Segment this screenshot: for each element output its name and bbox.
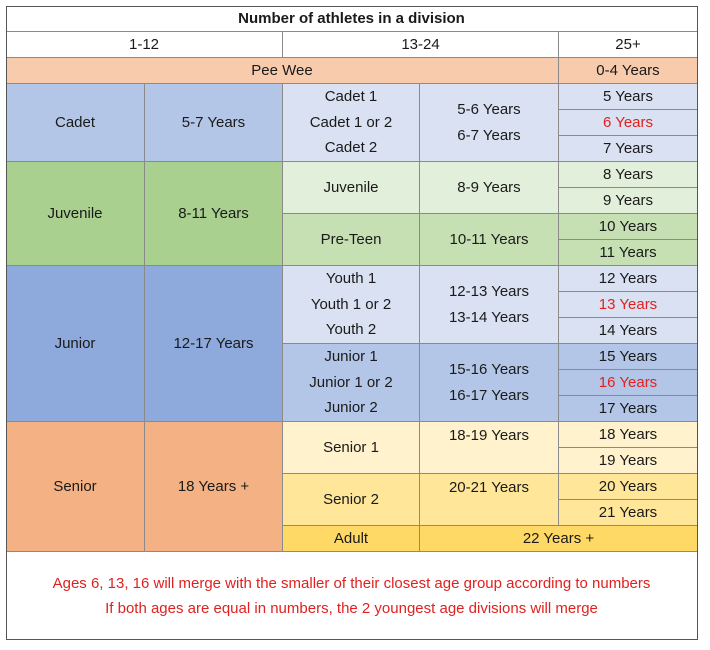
year-cell: 21 Years	[559, 500, 698, 526]
year-cell: 19 Years	[559, 448, 698, 474]
youth-sub-2: Youth 2	[325, 321, 377, 339]
year-cell: 20 Years	[559, 474, 698, 500]
junior-subdivisions: Junior 1 Junior 1 or 2 Junior 2	[283, 344, 420, 422]
senior-range: 18 Years +	[145, 422, 283, 552]
senior-1-sub-range: 18-19 Years	[420, 422, 559, 474]
year-cell: 12 Years	[559, 266, 698, 292]
adult-label: Adult	[283, 526, 420, 552]
year-cell: 9 Years	[559, 188, 698, 214]
table-title: Number of athletes in a division	[6, 6, 698, 32]
youth-sub-1-or-2: Youth 1 or 2	[310, 295, 392, 313]
year-cell: 11 Years	[559, 240, 698, 266]
junior-sub-2: Junior 2	[324, 399, 378, 417]
junior-sub-ranges: 15-16 Years 16-17 Years	[420, 344, 559, 422]
adult-range: 22 Years +	[420, 526, 698, 552]
youth-sub-ranges: 12-13 Years 13-14 Years	[420, 266, 559, 344]
junior-range: 12-17 Years	[145, 266, 283, 422]
note-line-2: If both ages are equal in numbers, the 2…	[105, 600, 598, 617]
junior-sub-1: Junior 1	[324, 348, 378, 366]
cadet-sub-ranges: 5-6 Years 6-7 Years	[420, 84, 559, 162]
year-cell: 5 Years	[559, 84, 698, 110]
junior-sub-1-or-2: Junior 1 or 2	[309, 373, 393, 391]
cadet-sub-range-2: 6-7 Years	[457, 126, 521, 144]
year-cell: 10 Years	[559, 214, 698, 240]
merge-rules-note: Ages 6, 13, 16 will merge with the small…	[6, 552, 698, 640]
year-cell: 15 Years	[559, 344, 698, 370]
year-cell: 14 Years	[559, 318, 698, 344]
year-cell: 17 Years	[559, 396, 698, 422]
preteen-sub-range: 10-11 Years	[420, 214, 559, 266]
cadet-sub-1-or-2: Cadet 1 or 2	[309, 113, 393, 131]
note-line-1: Ages 6, 13, 16 will merge with the small…	[52, 575, 651, 592]
senior-2-sub: Senior 2	[283, 474, 420, 526]
juvenile-sub-range: 8-9 Years	[420, 162, 559, 214]
junior-label: Junior	[6, 266, 145, 422]
junior-sub-range-1: 15-16 Years	[448, 361, 530, 378]
year-cell: 18 Years	[559, 422, 698, 448]
senior-1-sub: Senior 1	[283, 422, 420, 474]
peewee-ages: 0-4 Years	[559, 58, 698, 84]
youth-sub-1: Youth 1	[325, 270, 377, 288]
cadet-subdivisions: Cadet 1 Cadet 1 or 2 Cadet 2	[283, 84, 420, 162]
youth-sub-range-2: 13-14 Years	[448, 308, 530, 326]
year-cell-merge: 13 Years	[559, 292, 698, 318]
year-cell: 8 Years	[559, 162, 698, 188]
peewee-label: Pee Wee	[6, 58, 559, 84]
division-table: Number of athletes in a division 1-12 13…	[6, 6, 698, 640]
year-cell-merge: 6 Years	[559, 110, 698, 136]
preteen-sub: Pre-Teen	[283, 214, 420, 266]
youth-sub-range-1: 12-13 Years	[448, 283, 530, 300]
cadet-sub-2: Cadet 2	[324, 139, 378, 157]
year-cell-merge: 16 Years	[559, 370, 698, 396]
junior-sub-range-2: 16-17 Years	[448, 386, 530, 404]
header-13-24: 13-24	[283, 32, 559, 58]
cadet-range: 5-7 Years	[145, 84, 283, 162]
cadet-sub-1: Cadet 1	[324, 88, 378, 106]
senior-label: Senior	[6, 422, 145, 552]
juvenile-range: 8-11 Years	[145, 162, 283, 266]
header-25-plus: 25+	[559, 32, 698, 58]
juvenile-label: Juvenile	[6, 162, 145, 266]
year-cell: 7 Years	[559, 136, 698, 162]
cadet-sub-range-1: 5-6 Years	[457, 101, 521, 118]
youth-subdivisions: Youth 1 Youth 1 or 2 Youth 2	[283, 266, 420, 344]
header-1-12: 1-12	[6, 32, 283, 58]
juvenile-sub: Juvenile	[283, 162, 420, 214]
cadet-label: Cadet	[6, 84, 145, 162]
senior-2-sub-range: 20-21 Years	[420, 474, 559, 526]
